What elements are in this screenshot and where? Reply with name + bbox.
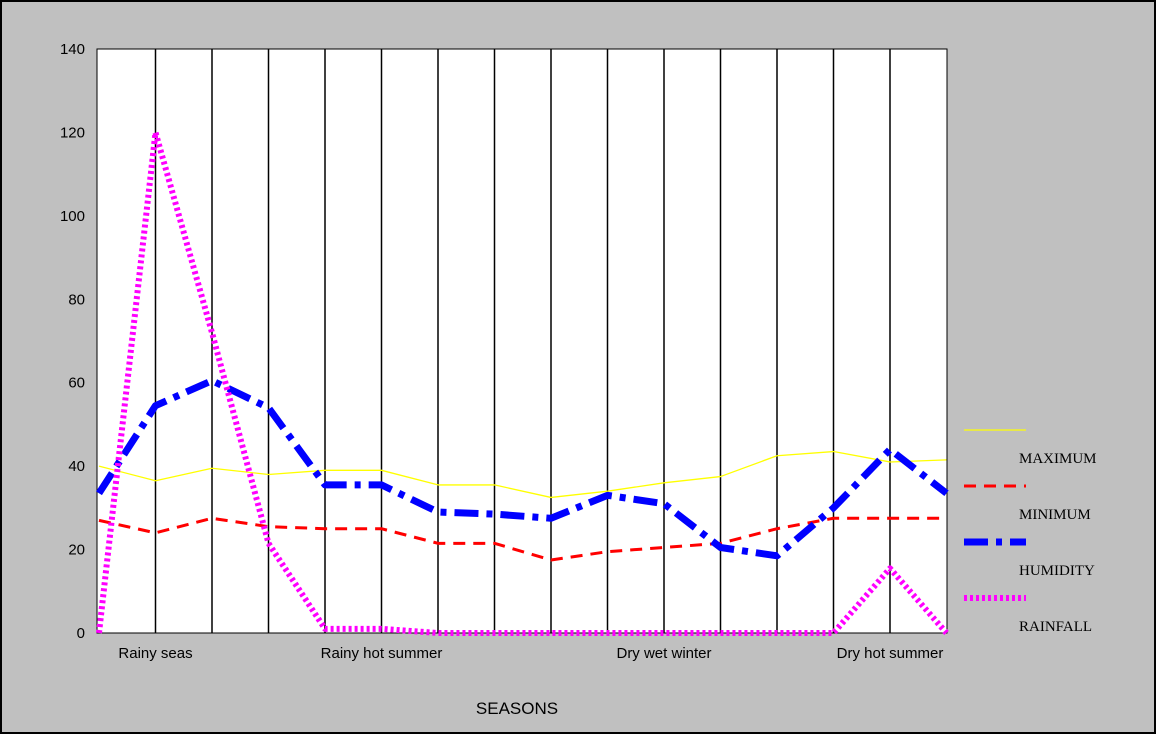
vertical-gridlines: [154, 49, 891, 633]
y-tick-label: 20: [68, 542, 85, 559]
legend-label-rainfall: RAINFALL: [1019, 619, 1092, 635]
y-tick-label: 60: [68, 375, 85, 392]
series-layer: [96, 129, 949, 636]
x-category-label: Dry wet winter: [616, 645, 711, 662]
x-category-label: Rainy hot summer: [321, 645, 443, 662]
legend-label-maximum: MAXIMUM: [1019, 451, 1097, 467]
x-category-label: Dry hot summer: [837, 645, 944, 662]
y-tick-label: 40: [68, 458, 85, 475]
plot-area: [96, 48, 948, 634]
legend-label-humidity: HUMIDITY: [1019, 563, 1095, 579]
x-category-label: Rainy seas: [118, 645, 192, 662]
y-axis-ticks: 0 20 40 60 80 100 120 140: [60, 41, 85, 642]
series-line-maximum: [98, 450, 947, 499]
y-tick-label: 80: [68, 291, 85, 308]
series-line-humidity: [96, 377, 949, 560]
series-line-rainfall: [96, 129, 949, 636]
x-axis-categories: Rainy seas Rainy hot summer Dry wet winter…: [118, 645, 943, 662]
y-tick-label: 140: [60, 41, 85, 58]
series-line-minimum: [98, 516, 947, 562]
legend: MAXIMUM MINIMUM HUMIDITY RAINFALL: [964, 429, 1097, 635]
y-tick-label: 100: [60, 208, 85, 225]
legend-label-minimum: MINIMUM: [1019, 507, 1091, 523]
x-axis-label: SEASONS: [476, 699, 558, 718]
y-tick-label: 120: [60, 124, 85, 141]
y-tick-label: 0: [77, 625, 85, 642]
